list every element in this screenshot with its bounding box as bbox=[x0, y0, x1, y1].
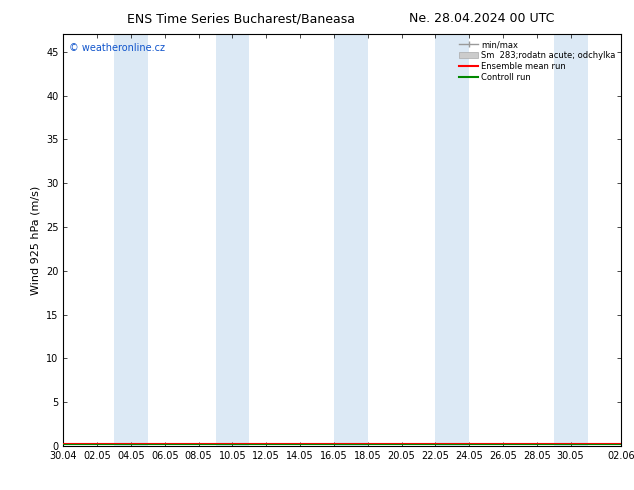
Text: © weatheronline.cz: © weatheronline.cz bbox=[69, 43, 165, 52]
Bar bbox=[334, 34, 368, 446]
Bar bbox=[114, 34, 148, 446]
Bar bbox=[553, 34, 588, 446]
Text: ENS Time Series Bucharest/Baneasa: ENS Time Series Bucharest/Baneasa bbox=[127, 12, 355, 25]
Text: Ne. 28.04.2024 00 UTC: Ne. 28.04.2024 00 UTC bbox=[409, 12, 555, 25]
Bar bbox=[216, 34, 249, 446]
Bar bbox=[436, 34, 469, 446]
Y-axis label: Wind 925 hPa (m/s): Wind 925 hPa (m/s) bbox=[30, 186, 41, 294]
Legend: min/max, Sm  283;rodatn acute; odchylka, Ensemble mean run, Controll run: min/max, Sm 283;rodatn acute; odchylka, … bbox=[458, 39, 617, 84]
